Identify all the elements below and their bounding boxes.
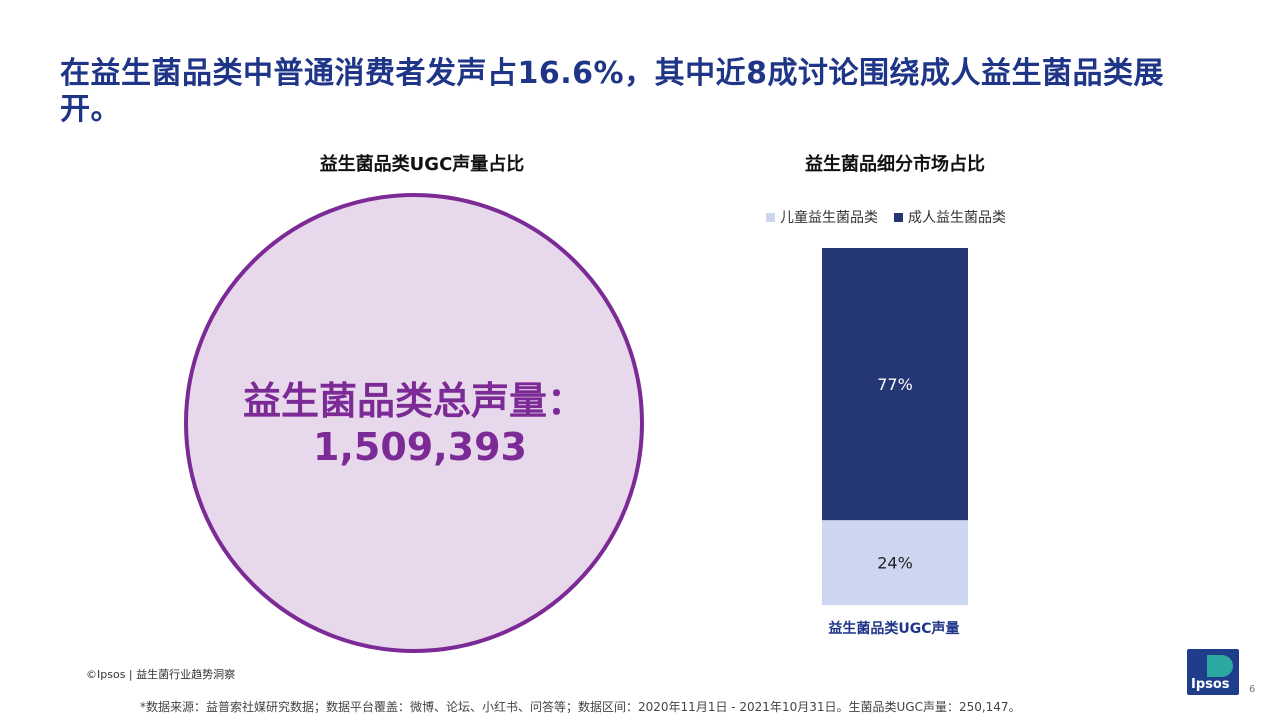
legend-item-children: 儿童益生菌品类 — [766, 207, 878, 227]
bar-segment-0 — [822, 520, 968, 605]
legend-swatch-adult — [894, 212, 903, 222]
logo-text: Ipsos — [1191, 677, 1230, 692]
bar-category-label: 益生菌品类UGC声量 — [828, 621, 960, 637]
ipsos-logo: Ipsos — [1187, 649, 1239, 695]
total-volume-value: 1,509,393 — [313, 425, 527, 469]
circle-chart-title: 益生菌品类UGC声量占比 — [319, 154, 525, 175]
legend-item-adult: 成人益生菌品类 — [894, 207, 1006, 227]
data-source-note: *数据来源：益普索社媒研究数据；数据平台覆盖：微博、论坛、小红书、问答等；数据区… — [140, 700, 1021, 714]
total-volume-label: 益生菌品类总声量： — [242, 379, 585, 423]
bar-data-label-0: 24% — [877, 554, 913, 573]
total-volume-text: 益生菌品类总声量： 1,509,393 — [184, 378, 644, 470]
legend-label-adult: 成人益生菌品类 — [908, 210, 1006, 226]
page-title: 在益生菌品类中普通消费者发声占16.6%，其中近8成讨论围绕成人益生菌品类展开。 — [60, 56, 1164, 127]
bar-chart-title: 益生菌品细分市场占比 — [805, 154, 985, 175]
legend-label-children: 儿童益生菌品类 — [780, 210, 878, 226]
legend-swatch-children — [766, 212, 775, 222]
bar-segment-1 — [822, 248, 968, 521]
copyright-text: ©Ipsos | 益生菌行业趋势洞察 — [86, 668, 236, 681]
logo-mark-icon — [1207, 655, 1233, 677]
page-number: 6 — [1249, 684, 1256, 695]
stacked-bar-chart: 24% 77% — [822, 248, 968, 605]
bar-data-label-1: 77% — [877, 375, 913, 394]
chart-legend: 儿童益生菌品类 成人益生菌品类 — [766, 207, 1006, 227]
total-volume-circle — [184, 193, 644, 653]
